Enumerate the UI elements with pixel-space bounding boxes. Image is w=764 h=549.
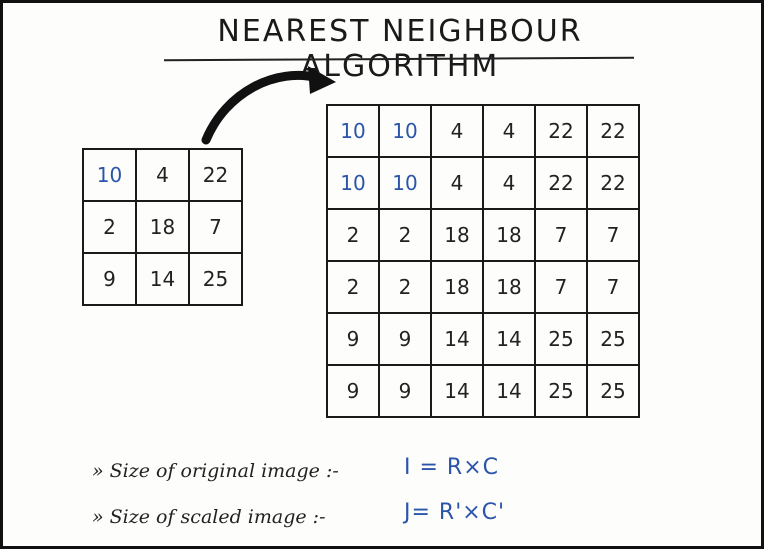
scaled-size-formula: J= R'×C' xyxy=(404,500,506,525)
grid-row: 2 2 18 18 7 7 xyxy=(326,260,640,314)
grid-cell: 14 xyxy=(482,364,536,418)
grid-cell: 25 xyxy=(188,252,243,306)
grid-cell: 9 xyxy=(326,312,380,366)
grid-row: 2 2 18 18 7 7 xyxy=(326,208,640,262)
grid-cell: 9 xyxy=(378,312,432,366)
grid-cell: 7 xyxy=(586,208,640,262)
scaled-image-grid: 10 10 4 4 22 22 10 10 4 4 22 22 2 2 18 1… xyxy=(326,104,640,418)
grid-cell: 22 xyxy=(534,156,588,210)
grid-cell: 22 xyxy=(534,104,588,158)
grid-cell: 22 xyxy=(188,148,243,202)
grid-row: 9 14 25 xyxy=(82,252,243,306)
grid-cell: 14 xyxy=(482,312,536,366)
grid-cell: 25 xyxy=(534,364,588,418)
grid-cell: 2 xyxy=(326,208,380,262)
grid-cell: 10 xyxy=(82,148,137,202)
grid-cell: 10 xyxy=(378,104,432,158)
grid-cell: 14 xyxy=(430,312,484,366)
grid-row: 10 10 4 4 22 22 xyxy=(326,156,640,210)
grid-cell: 10 xyxy=(326,104,380,158)
grid-cell: 4 xyxy=(135,148,190,202)
grid-cell: 14 xyxy=(135,252,190,306)
grid-cell: 4 xyxy=(430,104,484,158)
grid-cell: 18 xyxy=(482,260,536,314)
original-image-grid: 10 4 22 2 18 7 9 14 25 xyxy=(82,148,243,306)
grid-row: 9 9 14 14 25 25 xyxy=(326,312,640,366)
grid-cell: 10 xyxy=(378,156,432,210)
grid-cell: 9 xyxy=(82,252,137,306)
grid-cell: 18 xyxy=(482,208,536,262)
grid-row: 9 9 14 14 25 25 xyxy=(326,364,640,418)
grid-cell: 7 xyxy=(534,260,588,314)
grid-cell: 4 xyxy=(430,156,484,210)
grid-cell: 2 xyxy=(378,208,432,262)
grid-cell: 9 xyxy=(326,364,380,418)
grid-row: 10 4 22 xyxy=(82,148,243,202)
grid-cell: 7 xyxy=(534,208,588,262)
scaling-arrow-icon xyxy=(201,66,336,145)
grid-cell: 2 xyxy=(378,260,432,314)
grid-cell: 7 xyxy=(586,260,640,314)
grid-cell: 25 xyxy=(586,364,640,418)
grid-cell: 4 xyxy=(482,104,536,158)
grid-cell: 25 xyxy=(586,312,640,366)
scaled-size-note: » Size of scaled image :- xyxy=(92,506,326,528)
grid-cell: 18 xyxy=(430,208,484,262)
grid-cell: 10 xyxy=(326,156,380,210)
grid-cell: 18 xyxy=(135,200,190,254)
grid-cell: 7 xyxy=(188,200,243,254)
grid-cell: 14 xyxy=(430,364,484,418)
original-size-formula: I = R×C xyxy=(404,455,499,480)
original-size-note: » Size of original image :- xyxy=(92,460,339,482)
grid-cell: 22 xyxy=(586,156,640,210)
grid-row: 10 10 4 4 22 22 xyxy=(326,104,640,158)
grid-cell: 9 xyxy=(378,364,432,418)
grid-cell: 25 xyxy=(534,312,588,366)
grid-cell: 22 xyxy=(586,104,640,158)
grid-cell: 4 xyxy=(482,156,536,210)
grid-row: 2 18 7 xyxy=(82,200,243,254)
grid-cell: 2 xyxy=(82,200,137,254)
diagram-title: NEAREST NEIGHBOUR ALGORITHM xyxy=(217,14,583,84)
grid-cell: 2 xyxy=(326,260,380,314)
grid-cell: 18 xyxy=(430,260,484,314)
